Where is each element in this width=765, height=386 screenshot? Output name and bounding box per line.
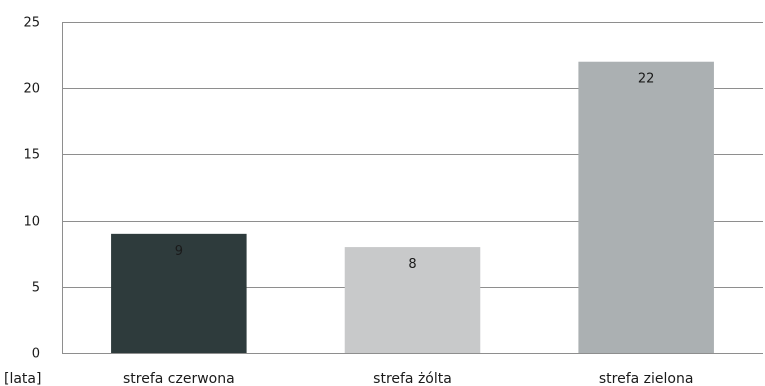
y-axis-unit-label: [lata] — [4, 371, 41, 386]
y-tick-label-5: 5 — [32, 281, 40, 296]
bars — [111, 61, 714, 353]
y-tick-label-10: 10 — [23, 215, 40, 230]
data-label-strefa-żólta: 8 — [408, 257, 416, 272]
y-tick-label-20: 20 — [23, 82, 40, 97]
bar-strefa-żólta — [344, 247, 481, 353]
data-label-strefa-czerwona: 9 — [175, 244, 183, 259]
y-tick-label-15: 15 — [23, 148, 40, 163]
labels: 0 5 10 15 20 25 9 strefa czerwona 8 strefa żólta 2… — [23, 16, 693, 386]
x-category-label-strefa-zielona: strefa zielona — [599, 371, 694, 386]
x-category-label-strefa-czerwona: strefa czerwona — [123, 371, 235, 386]
axes — [62, 22, 763, 354]
y-tick-label-25: 25 — [23, 16, 40, 31]
bar-strefa-czerwona — [111, 233, 247, 353]
y-tick-label-0: 0 — [32, 347, 40, 362]
data-label-strefa-zielona: 22 — [638, 72, 655, 87]
bar-strefa-zielona — [578, 61, 714, 353]
x-category-label-strefa-żólta: strefa żólta — [373, 371, 452, 386]
